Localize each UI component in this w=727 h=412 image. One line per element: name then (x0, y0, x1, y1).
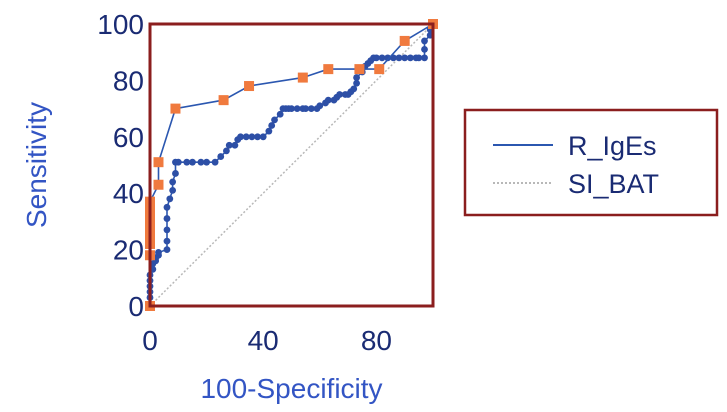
data-point-si-bat (271, 116, 278, 124)
x-tick-label: 40 (248, 325, 279, 356)
data-point-si-bat (353, 79, 360, 87)
data-point-si-bat (324, 96, 332, 104)
data-point-si-bat (237, 133, 244, 141)
data-point-r-iges (399, 35, 410, 46)
y-tick-labels: 0 20 40 60 80 100 (97, 9, 144, 322)
data-point-si-bat (384, 54, 392, 62)
reference-line-layer (149, 23, 434, 307)
data-point-si-bat (421, 45, 428, 53)
y-axis-title: Sensitivity (21, 102, 52, 228)
data-point-si-bat (288, 105, 295, 112)
data-point-si-bat (189, 158, 196, 166)
data-point-r-iges (374, 64, 385, 75)
legend-box (463, 108, 719, 217)
data-point-si-bat (163, 226, 171, 234)
data-point-si-bat (225, 141, 233, 149)
data-point-si-bat (254, 133, 261, 141)
x-tick-label: 80 (361, 325, 392, 356)
data-point-si-bat (169, 186, 177, 194)
data-point-r-iges (354, 64, 365, 75)
data-point-si-bat (163, 246, 171, 254)
data-point-r-iges (323, 64, 334, 75)
legend: R_IgEs SI_BAT (463, 108, 719, 217)
data-point-si-bat (259, 133, 267, 141)
data-point-si-bat (174, 158, 182, 166)
data-point-si-bat (401, 54, 409, 62)
data-point-si-bat (217, 153, 225, 160)
y-tick-label: 0 (128, 291, 144, 322)
x-tick-labels: 0 40 80 (142, 325, 392, 356)
data-point-r-iges (153, 157, 164, 168)
reference-diagonal-line (149, 23, 434, 307)
data-point-r-iges (170, 103, 181, 114)
data-point-si-bat (265, 127, 273, 135)
data-point-r-iges (244, 81, 255, 92)
x-axis-title: 100-Specificity (200, 373, 382, 404)
data-point-si-bat (155, 249, 162, 256)
data-point-si-bat (166, 195, 174, 203)
data-point-r-iges (218, 95, 229, 106)
data-point-si-bat (172, 170, 179, 177)
data-point-si-bat (302, 105, 310, 112)
data-point-si-bat (378, 54, 386, 62)
y-tick-label: 60 (113, 122, 144, 153)
data-point-si-bat (293, 105, 301, 112)
data-point-si-bat (183, 158, 191, 166)
data-point-si-bat (197, 158, 205, 166)
data-point-si-bat (336, 91, 344, 98)
data-point-si-bat (248, 133, 256, 141)
data-point-r-iges (297, 72, 308, 83)
data-point-si-bat (353, 74, 360, 81)
data-point-si-bat (211, 158, 219, 166)
data-point-si-bat (421, 37, 428, 45)
legend-label-r-iges: R_IgEs (568, 131, 657, 161)
data-point-si-bat (350, 85, 358, 93)
data-point-si-bat (415, 54, 423, 62)
plot-frame (148, 22, 435, 308)
data-point-si-bat (163, 215, 171, 222)
data-point-si-bat (231, 141, 239, 149)
y-tick-label: 80 (113, 65, 144, 96)
data-point-si-bat (373, 54, 380, 62)
data-point-si-bat (163, 237, 171, 245)
data-point-si-bat (395, 54, 403, 62)
y-tick-label: 40 (113, 178, 144, 209)
data-point-si-bat (242, 133, 250, 141)
data-point-si-bat (163, 203, 171, 211)
data-point-si-bat (406, 54, 414, 62)
data-point-si-bat (223, 147, 230, 155)
data-point-si-bat (169, 178, 177, 186)
data-point-si-bat (316, 102, 324, 110)
legend-label-si-bat: SI_BAT (568, 169, 659, 199)
x-tick-label: 0 (142, 325, 158, 356)
y-tick-label: 100 (97, 9, 144, 40)
data-point-r-iges (153, 179, 164, 190)
data-point-si-bat (268, 122, 276, 129)
data-point-si-bat (307, 105, 315, 112)
y-tick-label: 20 (113, 235, 144, 266)
data-point-si-bat (276, 110, 284, 118)
data-point-si-bat (203, 158, 211, 166)
data-point-si-bat (421, 54, 428, 62)
